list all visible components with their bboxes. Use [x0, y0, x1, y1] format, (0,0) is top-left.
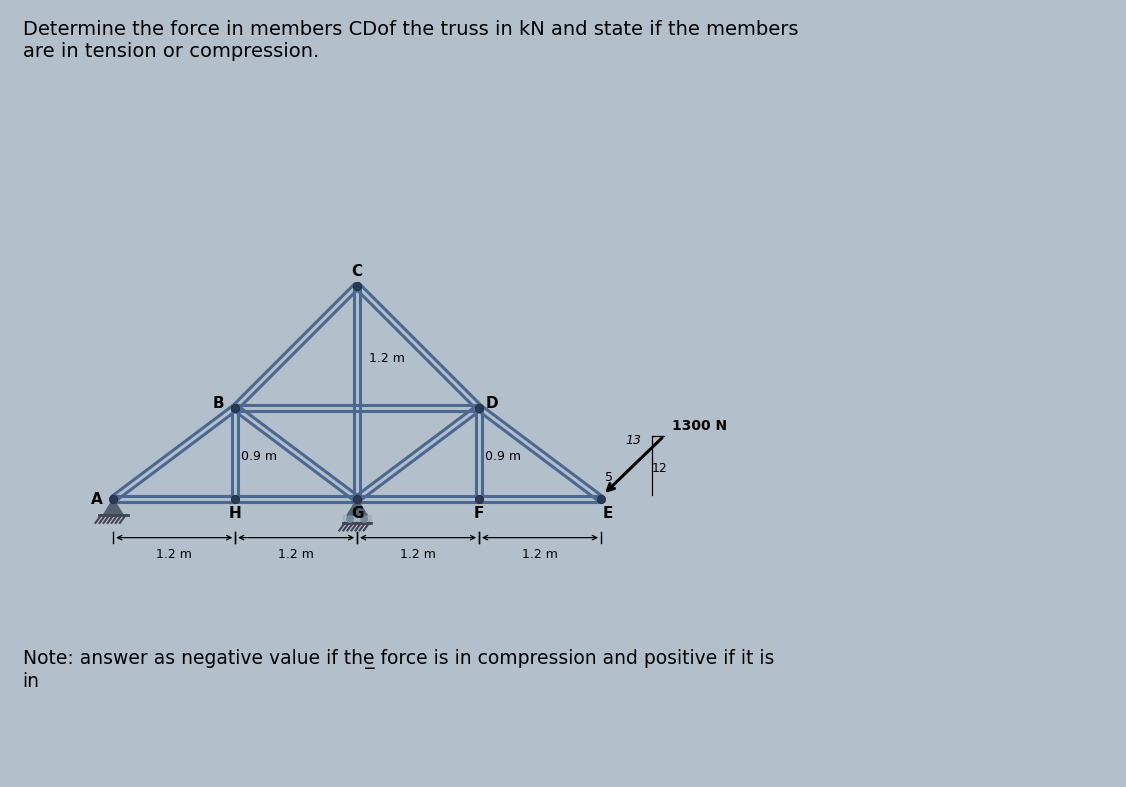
Text: 0.9 m: 0.9 m	[485, 450, 521, 463]
Text: A: A	[91, 492, 102, 507]
Text: 1.2 m: 1.2 m	[369, 353, 405, 365]
Text: 13: 13	[625, 434, 642, 446]
Text: G: G	[351, 506, 364, 521]
Text: D: D	[486, 396, 499, 411]
Text: 5: 5	[605, 471, 613, 483]
Text: B: B	[213, 396, 225, 411]
Text: 1300 N: 1300 N	[672, 419, 727, 433]
Circle shape	[361, 515, 367, 523]
Text: 0.9 m: 0.9 m	[241, 450, 277, 463]
Text: 12: 12	[652, 462, 668, 475]
Polygon shape	[347, 499, 367, 515]
Polygon shape	[104, 499, 124, 515]
Text: E: E	[602, 506, 614, 521]
Text: 1.2 m: 1.2 m	[400, 548, 436, 561]
Text: 1.2 m: 1.2 m	[522, 548, 557, 561]
Text: H: H	[229, 506, 242, 521]
Text: F: F	[474, 506, 484, 521]
Text: 1.2 m: 1.2 m	[278, 548, 314, 561]
Text: 1.2 m: 1.2 m	[157, 548, 193, 561]
Polygon shape	[343, 515, 372, 523]
Text: Determine the force in members CDof the truss in kN and state if the members
are: Determine the force in members CDof the …	[23, 20, 798, 61]
Text: Note: answer as negative value if the̲ force is in compression and positive if i: Note: answer as negative value if the̲ f…	[23, 649, 774, 691]
Text: C: C	[351, 264, 363, 279]
Circle shape	[347, 515, 354, 523]
